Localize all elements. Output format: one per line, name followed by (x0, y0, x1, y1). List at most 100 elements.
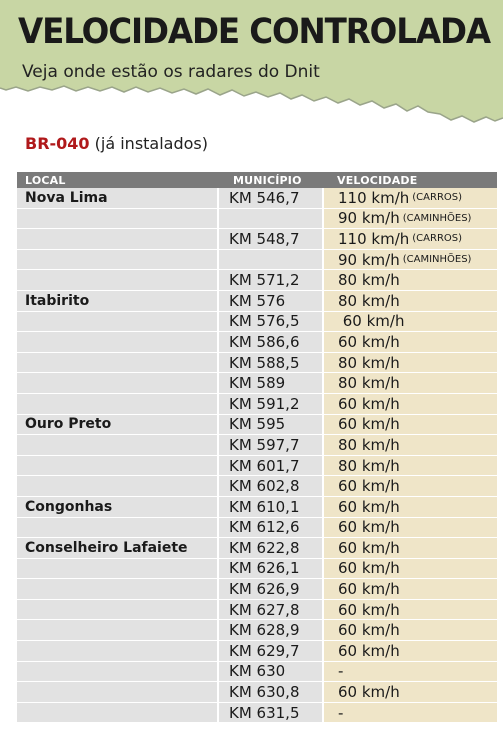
speed-note: (CARROS) (412, 192, 462, 203)
cell-km: KM 628,9 (219, 620, 322, 641)
cell-speed: 60 km/h (324, 600, 497, 621)
speed-value: - (338, 704, 343, 722)
cell-local (17, 682, 217, 703)
cell-local (17, 373, 217, 394)
table-row: KM 630,8 60 km/h (17, 682, 497, 703)
speed-value: 80 km/h (338, 457, 400, 475)
table-row: KM 589 80 km/h (17, 373, 497, 394)
cell-local: Conselheiro Lafaiete (17, 538, 217, 559)
table-header-row: LOCAL MUNICÍPIO VELOCIDADE (17, 172, 497, 188)
cell-local (17, 229, 217, 250)
cell-speed: - (324, 703, 497, 724)
speed-value: 80 km/h (338, 292, 400, 310)
cell-km: KM 576,5 (219, 312, 322, 333)
cell-local (17, 353, 217, 374)
speed-value: 110 km/h (338, 189, 409, 207)
speed-note: (CAMINHÕES) (403, 213, 472, 224)
road-heading: BR-040 (já instalados) (25, 134, 208, 153)
cell-km: KM 630,8 (219, 682, 322, 703)
cell-km: KM 610,1 (219, 497, 322, 518)
table-row: KM 571,2 80 km/h (17, 270, 497, 291)
cell-km (219, 209, 322, 230)
header-velocidade: VELOCIDADE (337, 174, 417, 187)
table-row: KM 627,8 60 km/h (17, 600, 497, 621)
table-row: KM 601,7 80 km/h (17, 456, 497, 477)
cell-local: Nova Lima (17, 188, 217, 209)
cell-km: KM 626,1 (219, 559, 322, 580)
cell-speed: 60 km/h (324, 641, 497, 662)
table-row: KM 602,8 60 km/h (17, 476, 497, 497)
cell-km: KM 546,7 (219, 188, 322, 209)
cell-km: KM 631,5 (219, 703, 322, 724)
table-row: KM 588,5 80 km/h (17, 353, 497, 374)
cell-km: KM 601,7 (219, 456, 322, 477)
radar-table: LOCAL MUNICÍPIO VELOCIDADE Nova Lima KM 5… (17, 172, 497, 723)
cell-speed: 60 km/h (324, 538, 497, 559)
speed-value: 60 km/h (338, 580, 400, 598)
speed-value: 60 km/h (338, 683, 400, 701)
cell-speed: 90 km/h (CAMINHÕES) (324, 250, 497, 271)
table-row: KM 626,1 60 km/h (17, 559, 497, 580)
cell-local (17, 641, 217, 662)
cell-local (17, 250, 217, 271)
speed-value: 60 km/h (338, 333, 400, 351)
table-row: KM 628,9 60 km/h (17, 620, 497, 641)
cell-local (17, 620, 217, 641)
table-row: Congonhas KM 610,1 60 km/h (17, 497, 497, 518)
table-row: KM 586,6 60 km/h (17, 332, 497, 353)
road-note: (já instalados) (95, 134, 208, 153)
header-local: LOCAL (25, 174, 66, 187)
cell-km: KM 622,8 (219, 538, 322, 559)
speed-note: (CARROS) (412, 233, 462, 244)
cell-local (17, 270, 217, 291)
cell-speed: 60 km/h (324, 579, 497, 600)
speed-note: (CAMINHÕES) (403, 254, 472, 265)
cell-km: KM 597,7 (219, 435, 322, 456)
cell-km: KM 576 (219, 291, 322, 312)
table-row: 90 km/h (CAMINHÕES) (17, 209, 497, 230)
cell-speed: 60 km/h (324, 332, 497, 353)
speed-value: 60 km/h (338, 642, 400, 660)
table-row: KM 591,2 60 km/h (17, 394, 497, 415)
table-row: Itabirito KM 576 80 km/h (17, 291, 497, 312)
cell-speed: 80 km/h (324, 291, 497, 312)
cell-local (17, 435, 217, 456)
cell-km (219, 250, 322, 271)
page-title: VELOCIDADE CONTROLADA (18, 12, 490, 52)
cell-speed: 80 km/h (324, 435, 497, 456)
speed-value: 90 km/h (338, 209, 400, 227)
cell-km: KM 626,9 (219, 579, 322, 600)
table-row: KM 597,7 80 km/h (17, 435, 497, 456)
cell-speed: 60 km/h (324, 415, 497, 436)
speed-value: 80 km/h (338, 354, 400, 372)
cell-km: KM 588,5 (219, 353, 322, 374)
cell-speed: 110 km/h (CARROS) (324, 188, 497, 209)
cell-km: KM 629,7 (219, 641, 322, 662)
cell-speed: 60 km/h (324, 312, 497, 333)
table-row: Nova Lima KM 546,7 110 km/h (CARROS) (17, 188, 497, 209)
page-subtitle: Veja onde estão os radares do Dnit (22, 62, 320, 82)
cell-local: Itabirito (17, 291, 217, 312)
table-row: KM 626,9 60 km/h (17, 579, 497, 600)
cell-km: KM 627,8 (219, 600, 322, 621)
cell-local (17, 394, 217, 415)
speed-value: 60 km/h (338, 395, 400, 413)
speed-value: 60 km/h (338, 518, 400, 536)
speed-value: 60 km/h (338, 621, 400, 639)
cell-speed: 80 km/h (324, 353, 497, 374)
speed-value: 90 km/h (338, 251, 400, 269)
cell-speed: 60 km/h (324, 476, 497, 497)
cell-local (17, 312, 217, 333)
cell-local (17, 332, 217, 353)
cell-local: Ouro Preto (17, 415, 217, 436)
cell-km: KM 602,8 (219, 476, 322, 497)
cell-km: KM 571,2 (219, 270, 322, 291)
cell-speed: 60 km/h (324, 394, 497, 415)
table-row: KM 548,7 110 km/h (CARROS) (17, 229, 497, 250)
table-body: Nova Lima KM 546,7 110 km/h (CARROS) 90 km/h… (17, 188, 497, 723)
cell-local (17, 456, 217, 477)
table-row: KM 631,5- (17, 703, 497, 724)
cell-speed: - (324, 662, 497, 683)
cell-km: KM 630 (219, 662, 322, 683)
header-banner: VELOCIDADE CONTROLADA Veja onde estão os… (0, 0, 503, 140)
